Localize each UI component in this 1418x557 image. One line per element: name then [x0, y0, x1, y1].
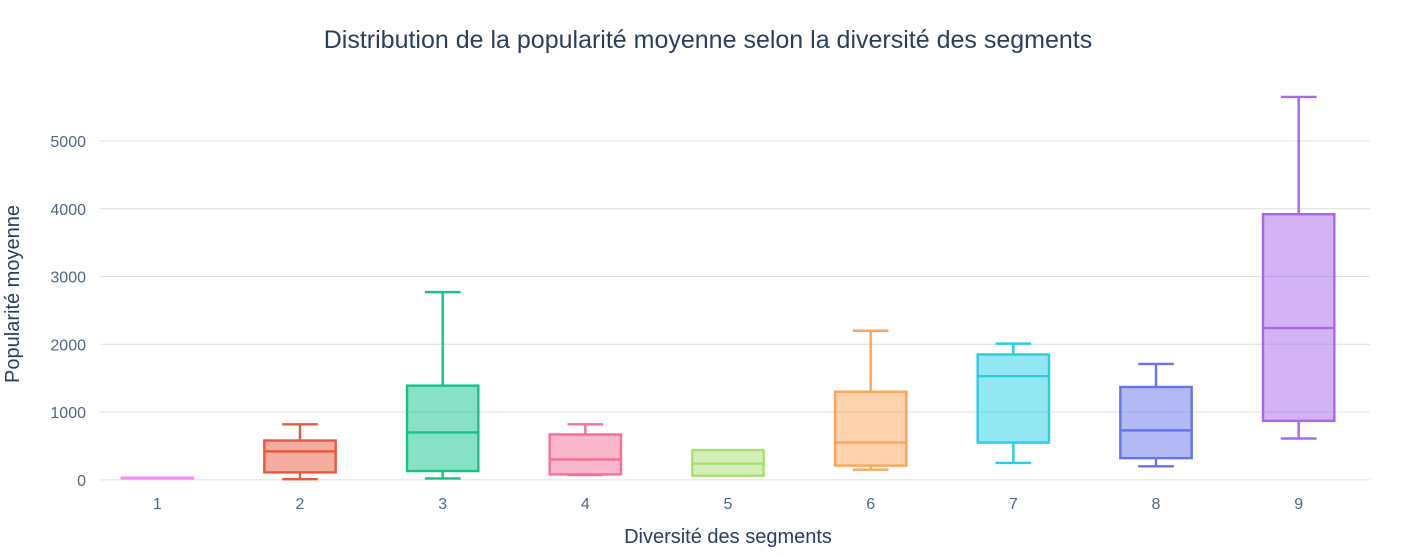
chart-title: Distribution de la popularité moyenne se… [324, 26, 1092, 54]
y-tick-label: 5000 [50, 134, 86, 151]
x-tick-label: 3 [438, 496, 447, 513]
y-tick-label: 3000 [50, 270, 86, 287]
box-9 [1261, 95, 1336, 440]
x-tick-label: 1 [153, 496, 162, 513]
box-body [1119, 385, 1193, 460]
box-body [548, 433, 623, 476]
x-tick-label: 6 [866, 496, 875, 513]
box-4 [548, 423, 623, 477]
box-5 [691, 448, 765, 477]
box-3 [405, 290, 480, 480]
x-tick-label: 9 [1294, 496, 1303, 513]
y-tick-label: 0 [77, 473, 86, 490]
box-1 [120, 476, 195, 480]
box-6 [833, 329, 908, 471]
x-tick-label: 2 [296, 496, 305, 513]
x-tick-label: 4 [581, 496, 590, 513]
box-body [1261, 212, 1336, 423]
box-body [405, 384, 480, 473]
x-tick-label: 7 [1009, 496, 1018, 513]
box-body [833, 390, 908, 467]
boxes [120, 95, 1336, 481]
x-tick-label: 8 [1152, 496, 1161, 513]
box-7 [976, 342, 1051, 465]
y-tick-label: 2000 [50, 337, 86, 354]
x-axis-ticks: 1 2 3 4 5 6 7 8 9 [153, 496, 1303, 513]
box-2 [263, 423, 337, 481]
y-tick-label: 4000 [50, 202, 86, 219]
y-axis-ticks: 0 1000 2000 3000 4000 5000 [50, 134, 86, 490]
y-tick-label: 1000 [50, 405, 86, 422]
x-tick-label: 5 [724, 496, 733, 513]
y-axis-label: Popularité moyenne [2, 205, 24, 383]
box-body [976, 353, 1051, 444]
box-body [263, 439, 337, 474]
gridlines [100, 140, 1370, 481]
x-axis-label: Diversité des segments [624, 526, 832, 548]
box-8 [1119, 362, 1193, 468]
